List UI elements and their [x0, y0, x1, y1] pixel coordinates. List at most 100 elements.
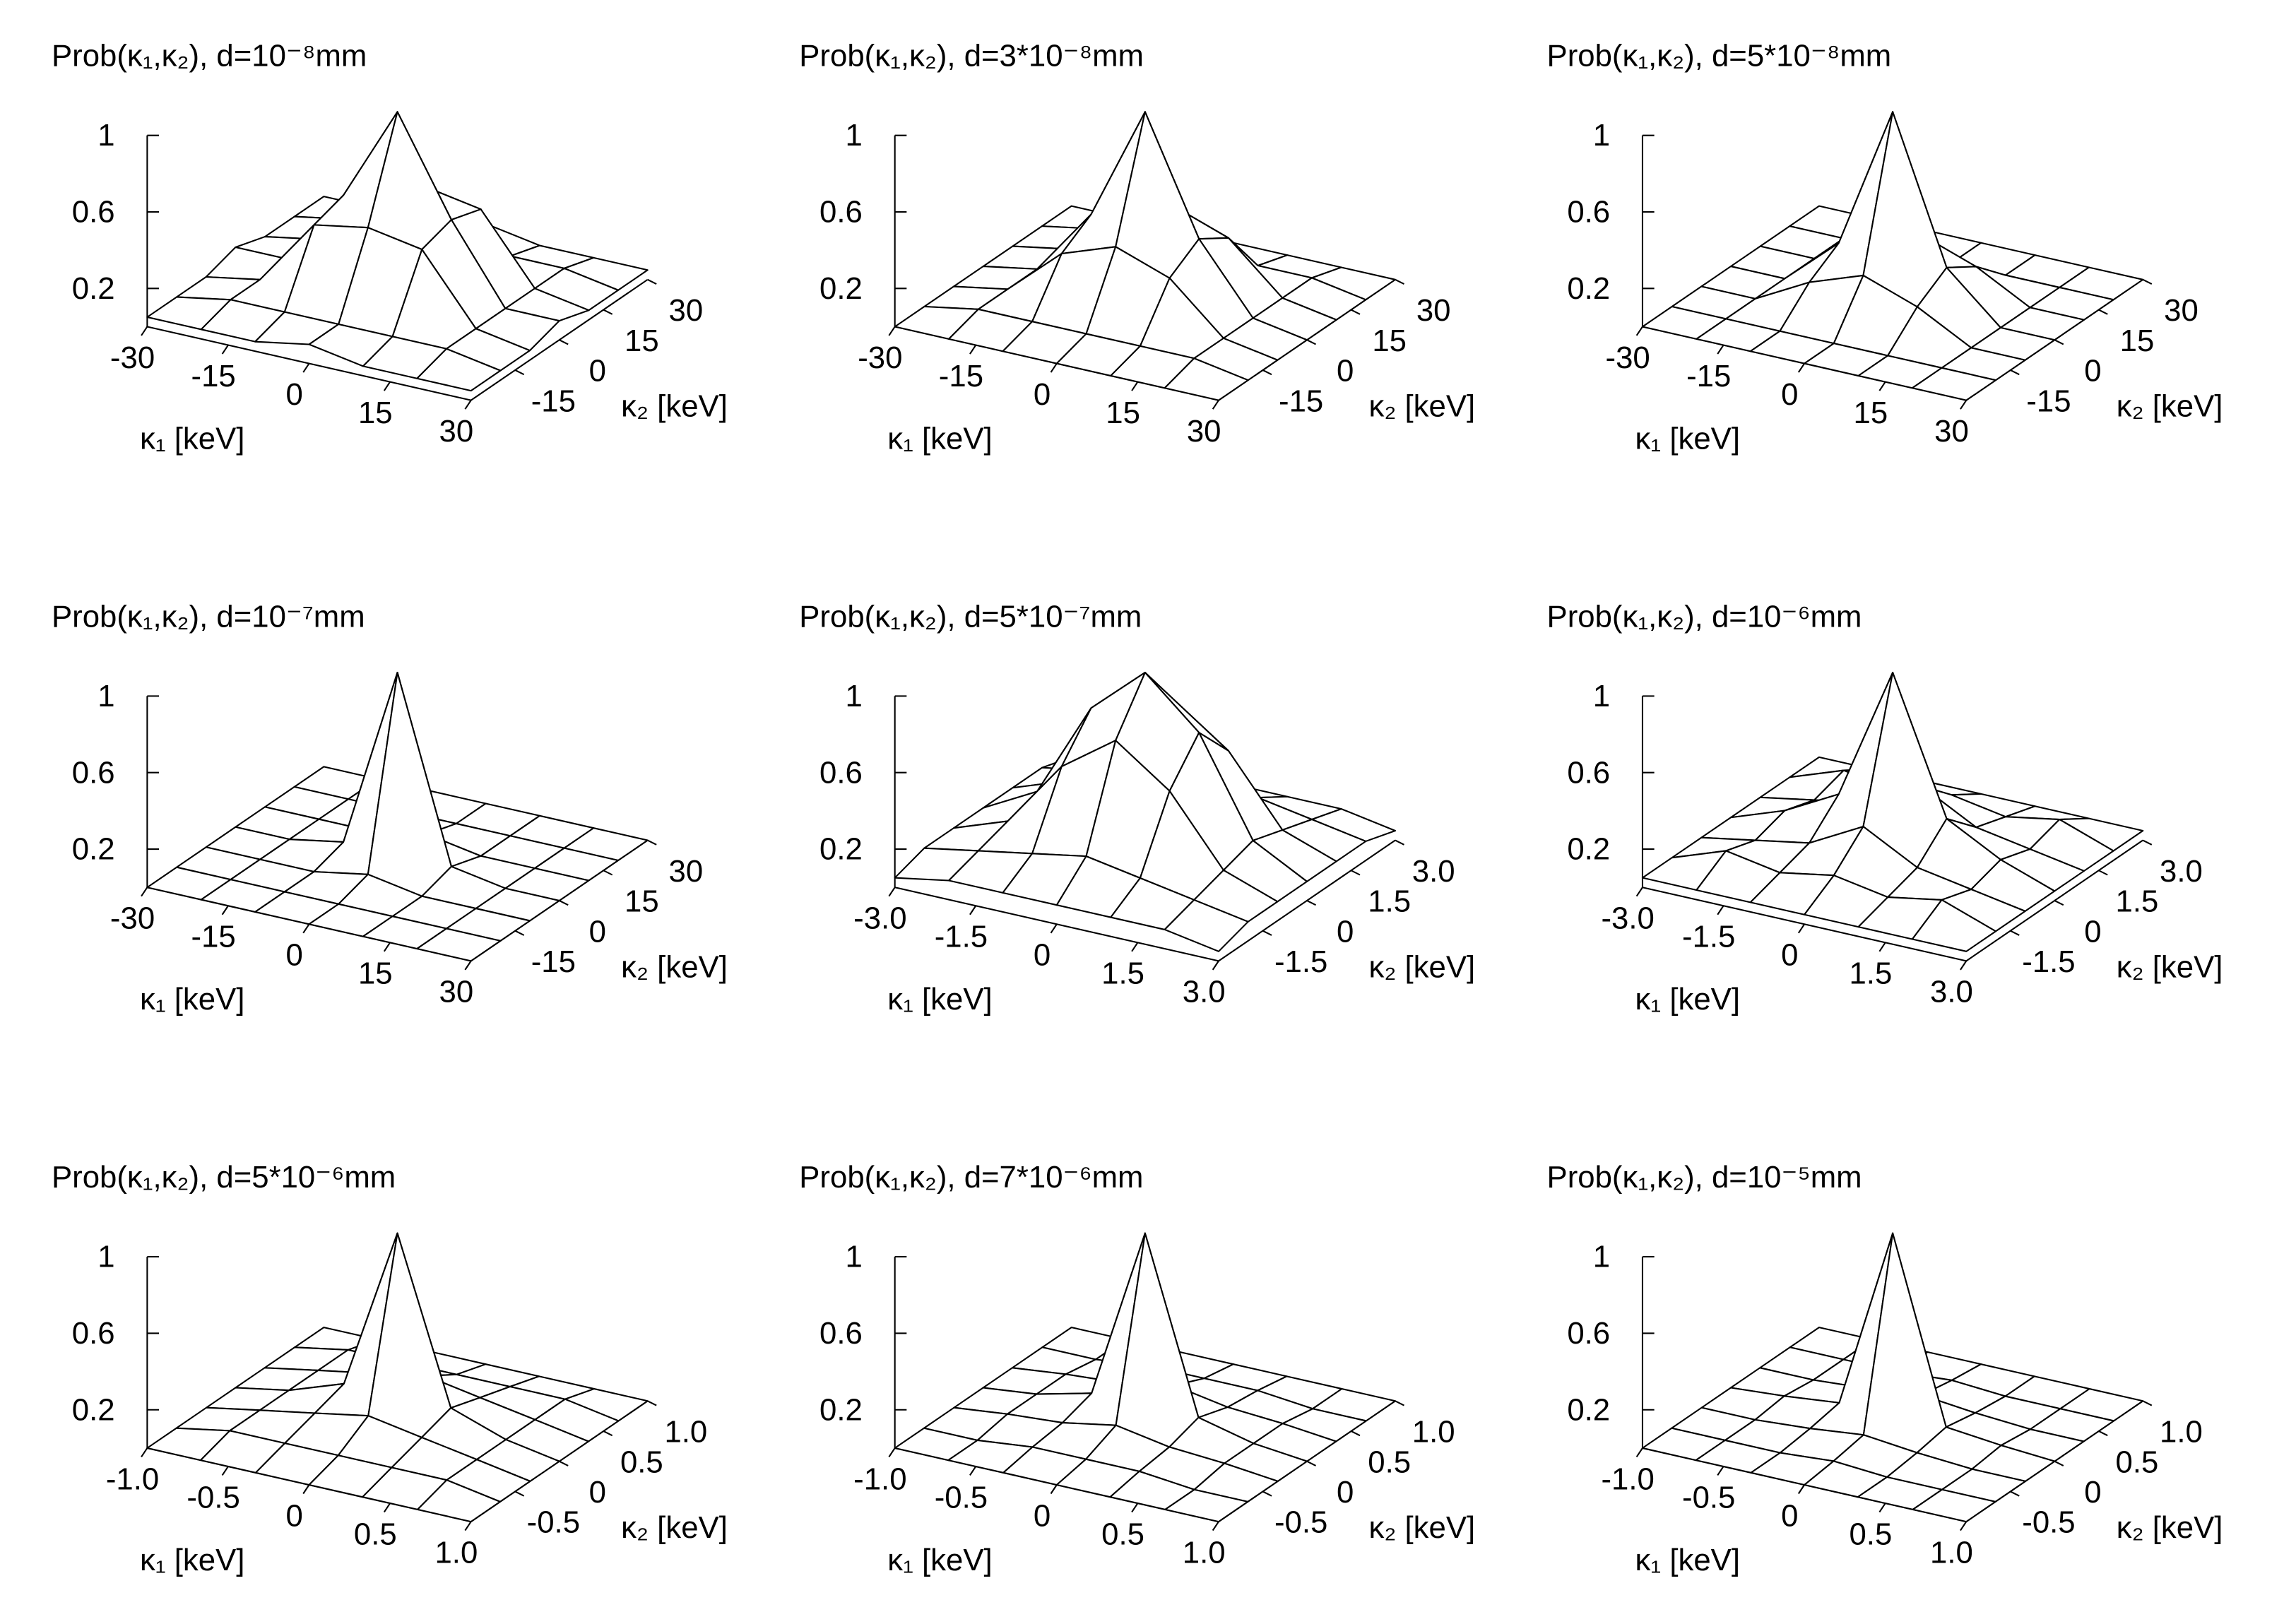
x-tick	[1131, 1503, 1139, 1513]
chart-title: Prob(κ₁,κ₂), d=5*10⁻⁸mm	[1547, 39, 1892, 73]
x-tick	[1960, 400, 1967, 410]
x-tick-label: 0	[1034, 377, 1051, 412]
x-axis-label: κ₁ [keV]	[1635, 982, 1740, 1017]
z-tick-label: 0.6	[1567, 1316, 1610, 1351]
y-tick-label: -15	[1279, 384, 1323, 418]
x-tick-label: -1.0	[853, 1462, 906, 1496]
x-tick	[888, 1447, 896, 1458]
y-tick-label: 15	[2120, 324, 2155, 358]
x-tick	[1797, 1484, 1805, 1495]
x-tick-label: -3.0	[1601, 901, 1654, 936]
y-tick-label: 15	[1372, 324, 1407, 358]
y-tick	[1395, 839, 1404, 846]
z-tick-label: 0.2	[1567, 832, 1610, 867]
panel: Prob(κ₁,κ₂), d=10⁻⁵mm 0.2 0.6 1 -1.0 -0.5 0 0.5…	[1547, 1160, 2223, 1577]
x-tick	[1212, 1521, 1219, 1531]
panel: Prob(κ₁,κ₂), d=5*10⁻⁶mm0.20.61-1.0-0.500…	[52, 1160, 728, 1577]
y-tick-label: 0.5	[620, 1445, 663, 1479]
y-axis-label: κ₂ [keV]	[1368, 1510, 1475, 1545]
x-tick-label: -30	[110, 901, 155, 936]
chart-title: Prob(κ₁,κ₂), d=7*10⁻⁶mm	[799, 1160, 1143, 1195]
y-tick-label: 0	[2084, 914, 2101, 949]
y-tick	[1306, 900, 1316, 906]
chart-title: Prob(κ₁,κ₂), d=10⁻⁷mm	[52, 599, 365, 634]
y-tick	[2098, 1430, 2108, 1437]
y-tick	[1262, 1490, 1272, 1497]
x-tick-label: 0	[286, 377, 303, 412]
y-tick	[514, 1490, 525, 1497]
y-tick	[2142, 839, 2153, 846]
panel: Prob(κ₁,κ₂), d=10⁻⁸mm 0.2 0.6 1 -30 -15 0 15 30 -…	[52, 39, 728, 456]
y-tick-label: 15	[625, 884, 659, 919]
x-tick-label: -1.0	[1601, 1462, 1654, 1496]
x-tick	[969, 1466, 977, 1476]
x-tick	[1131, 381, 1139, 391]
y-tick	[1306, 339, 1316, 345]
x-tick	[464, 960, 472, 971]
y-axis-label: κ₂ [keV]	[621, 389, 728, 424]
y-tick	[603, 309, 613, 315]
y-tick-label: 0	[589, 354, 606, 389]
x-tick	[1635, 887, 1643, 897]
y-tick	[514, 369, 525, 376]
x-tick	[1878, 942, 1886, 952]
y-axis-label: κ₂ [keV]	[2117, 389, 2223, 424]
surface-patch	[417, 1479, 501, 1523]
x-tick	[221, 905, 229, 915]
x-tick-label: -30	[110, 340, 155, 375]
z-tick-label: 1	[1593, 1240, 1610, 1274]
z-tick-label: 0.2	[72, 1392, 115, 1427]
y-tick-label: 0	[1337, 914, 1354, 949]
z-tick-label: 1	[846, 679, 863, 713]
x-tick-label: 0.5	[1849, 1517, 1892, 1551]
z-tick-label: 0.2	[1567, 271, 1610, 306]
x-tick	[141, 1447, 148, 1458]
z-tick-label: 1	[1593, 679, 1610, 713]
z-tick-label: 0.6	[819, 195, 863, 230]
y-tick-label: -15	[2026, 384, 2071, 418]
x-tick-label: 0	[1781, 377, 1798, 412]
surface-patch	[1911, 367, 1996, 401]
y-tick-label: 30	[669, 854, 704, 889]
y-axis-label: κ₂ [keV]	[621, 1510, 728, 1545]
x-tick	[1878, 381, 1886, 391]
y-tick	[603, 1430, 613, 1437]
x-tick	[383, 942, 391, 952]
x-tick	[1131, 942, 1139, 952]
y-tick	[559, 1460, 569, 1466]
y-tick	[647, 839, 657, 846]
x-tick-label: -15	[191, 359, 236, 393]
x-tick	[1050, 362, 1058, 373]
y-tick-label: 1.0	[664, 1415, 707, 1450]
surface-patch	[367, 672, 452, 897]
surface-patch	[1115, 1232, 1200, 1448]
x-tick	[302, 923, 310, 934]
surface-patch	[1862, 111, 1948, 308]
x-tick-label: 15	[1106, 396, 1140, 430]
base-border	[147, 326, 471, 401]
x-tick-label: -1.5	[935, 920, 988, 954]
z-tick-label: 0.6	[1567, 755, 1610, 790]
x-tick-label: 0.5	[1101, 1517, 1144, 1551]
x-tick-label: 1.0	[1930, 1535, 1973, 1570]
y-tick-label: -15	[531, 384, 576, 418]
x-tick-label: 0	[1781, 1498, 1798, 1533]
chart-title: Prob(κ₁,κ₂), d=5*10⁻⁶mm	[52, 1160, 396, 1195]
panel: Prob(κ₁,κ₂), d=7*10⁻⁶mm0.20.61-1.0-0.500…	[799, 1160, 1475, 1577]
y-axis-label: κ₂ [keV]	[1368, 389, 1475, 424]
panel: Prob(κ₁,κ₂), d=3*10⁻⁸mm 0.2 0.6 1 -30 -15 0 15 3…	[799, 39, 1475, 456]
x-axis-label: κ₁ [keV]	[140, 982, 244, 1017]
y-tick-label: -0.5	[2022, 1505, 2075, 1540]
y-tick-label: -0.5	[527, 1505, 580, 1540]
z-tick-label: 0.6	[72, 1316, 115, 1351]
y-tick-label: 1.5	[1368, 884, 1411, 919]
y-tick-label: -1.5	[1274, 944, 1327, 979]
x-tick	[221, 344, 229, 355]
y-tick	[2010, 369, 2020, 376]
x-tick	[1212, 400, 1219, 410]
x-tick-label: -0.5	[187, 1480, 239, 1515]
y-axis-label: κ₂ [keV]	[2117, 949, 2223, 984]
x-axis-label: κ₁ [keV]	[140, 421, 244, 456]
y-tick	[2054, 339, 2064, 345]
x-tick	[302, 1484, 310, 1495]
